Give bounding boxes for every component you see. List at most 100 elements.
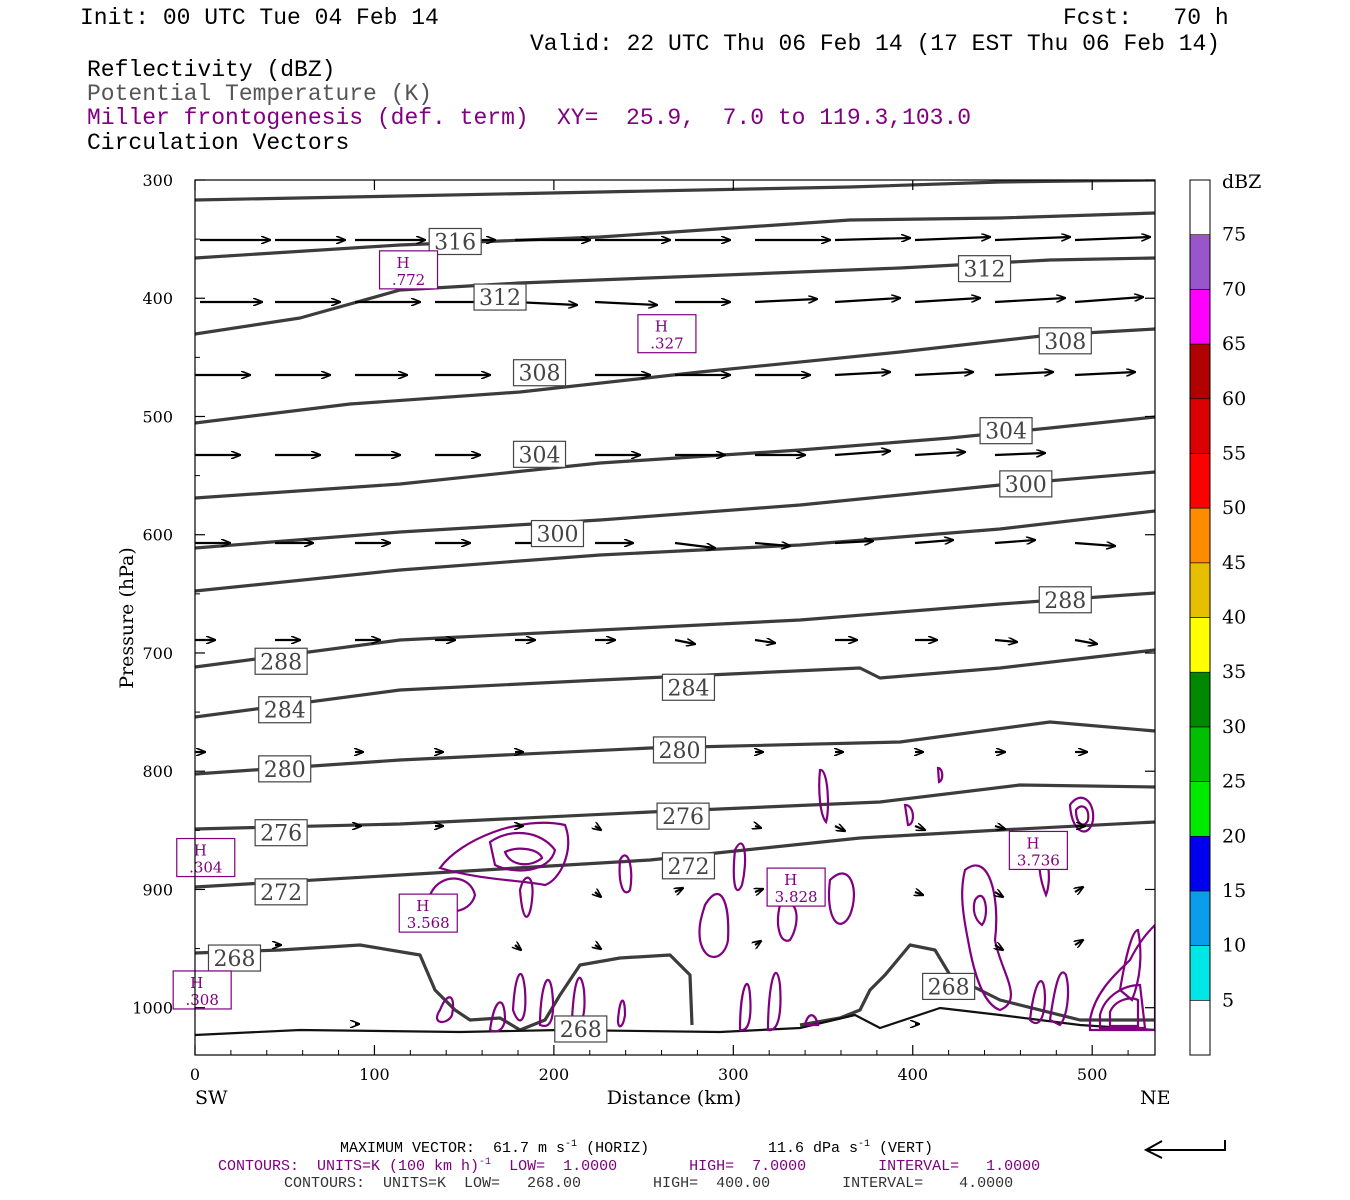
colorbar-level-label: 70 xyxy=(1222,278,1246,300)
theta-label: 304 xyxy=(985,420,1027,445)
circulation-vector xyxy=(755,889,763,892)
reflectivity-colorbar: 5 10 15 20 25 30 35 40 45 50 55 60 65 70 75 xyxy=(1189,179,1246,1056)
colorbar-level-label: 15 xyxy=(1222,880,1246,902)
fronto-contour xyxy=(618,854,633,894)
colorbar-segment xyxy=(1189,945,1211,1001)
colorbar-level-label: 35 xyxy=(1222,661,1246,683)
theta-label-box xyxy=(554,1015,608,1043)
colorbar-segment xyxy=(1189,890,1211,946)
y-tick-label: 600 xyxy=(142,526,173,545)
theta-contour-lines xyxy=(195,180,1155,1037)
theta-contour xyxy=(195,648,1155,719)
theta-label-box xyxy=(979,417,1033,445)
fronto-max-box xyxy=(1008,830,1068,871)
footer-vert-end: (VERT) xyxy=(870,1140,934,1157)
theta-label: 300 xyxy=(1005,473,1047,498)
fronto-contour xyxy=(732,842,747,892)
circulation-vector xyxy=(834,451,890,457)
circulation-vector xyxy=(914,826,925,830)
theta-label-box xyxy=(254,647,308,675)
theta-label: 272 xyxy=(667,855,709,880)
circulation-vector xyxy=(1074,237,1150,240)
fronto-max-h: H xyxy=(784,871,797,889)
fronto-max-box xyxy=(176,837,236,878)
field-label-theta: Potential Temperature (K) xyxy=(87,81,433,107)
circulation-vector xyxy=(755,941,761,945)
circulation-vector xyxy=(1074,640,1097,644)
y-tick-label: 1000 xyxy=(132,999,173,1018)
footer-contours-theta: CONTOURS: UNITS=K LOW= 268.00 HIGH= 400.… xyxy=(284,1175,1014,1192)
circulation-vector xyxy=(595,892,601,897)
theta-label: 272 xyxy=(260,881,302,906)
fronto-contour xyxy=(538,978,555,1028)
circulation-vector xyxy=(755,826,761,828)
x-tick-label: 100 xyxy=(359,1065,390,1084)
circulation-vector xyxy=(674,640,695,644)
theta-label: 280 xyxy=(264,758,306,783)
reference-vector xyxy=(1143,1140,1226,1159)
theta-label-box xyxy=(661,852,716,880)
fronto-max-h: H xyxy=(655,318,668,336)
circulation-vector xyxy=(1074,297,1143,304)
theta-label: 300 xyxy=(536,523,578,548)
x-tick-label: 200 xyxy=(539,1065,570,1084)
colorbar-level-label: 10 xyxy=(1222,935,1246,957)
colorbar-segment xyxy=(1189,289,1211,345)
colorbar-segment xyxy=(1189,179,1211,235)
fronto-max-value: 3.568 xyxy=(407,914,450,932)
theta-label-box xyxy=(922,972,976,1001)
colorbar-level-label: 5 xyxy=(1222,989,1234,1011)
theta-contour xyxy=(195,820,1155,889)
colorbar-level-label: 25 xyxy=(1222,771,1246,793)
fronto-max-value: .308 xyxy=(185,991,218,1009)
circulation-vector xyxy=(994,453,1045,455)
colorbar-frame xyxy=(1189,179,1211,1056)
colorbar-segment xyxy=(1189,343,1211,400)
circulation-vector xyxy=(515,945,521,950)
fronto-max-box xyxy=(378,250,439,290)
fronto-contour xyxy=(1028,980,1047,1025)
theta-label: 284 xyxy=(264,699,306,724)
footer-contours-fronto-sup: -1 xyxy=(479,1157,492,1168)
colorbar-title: dBZ xyxy=(1222,171,1261,193)
theta-contour xyxy=(799,943,1155,1027)
colorbar-segment xyxy=(1189,234,1211,290)
theta-label: 268 xyxy=(928,975,970,1000)
footer-vert: 11.6 dPa s-1 (VERT) xyxy=(768,1139,933,1157)
colorbar-segment xyxy=(1189,398,1211,454)
theta-label-box xyxy=(254,819,308,847)
footer-max-vector-text: MAXIMUM VECTOR: 61.7 m s xyxy=(340,1140,566,1157)
terrain-line xyxy=(195,1006,1155,1037)
fronto-max-h: H xyxy=(397,254,410,272)
theta-label-box xyxy=(258,755,312,783)
footer-vert-text: 11.6 dPa s xyxy=(768,1140,859,1157)
fronto-max-value: .304 xyxy=(189,859,222,877)
circulation-vector xyxy=(675,888,683,892)
fronto-contour xyxy=(1068,796,1095,833)
fronto-contour xyxy=(438,821,570,887)
circulation-vector xyxy=(754,543,790,546)
theta-contour xyxy=(195,415,1155,500)
theta-label-box xyxy=(661,673,716,701)
colorbar-level-label: 65 xyxy=(1222,333,1246,355)
fronto-max-box xyxy=(398,893,458,933)
colorbar-level-label: 75 xyxy=(1222,224,1246,246)
circulation-vector xyxy=(915,892,923,895)
circulation-vector xyxy=(914,237,990,240)
colorbar-segment xyxy=(1189,835,1211,892)
x-tick-label: 300 xyxy=(718,1065,749,1084)
theta-contour xyxy=(195,211,1155,260)
circulation-vector xyxy=(994,826,1005,829)
fronto-max-value: .772 xyxy=(392,271,425,289)
theta-label: 308 xyxy=(1044,330,1086,355)
fronto-max-box xyxy=(172,970,232,1010)
theta-contour xyxy=(195,591,1155,669)
fronto-contour xyxy=(803,1014,820,1027)
y-tick-label: 700 xyxy=(142,644,173,663)
circulation-vector xyxy=(595,945,601,949)
circulation-vector xyxy=(995,945,1003,950)
circulation-vector xyxy=(914,372,973,375)
fronto-contour xyxy=(698,892,730,958)
